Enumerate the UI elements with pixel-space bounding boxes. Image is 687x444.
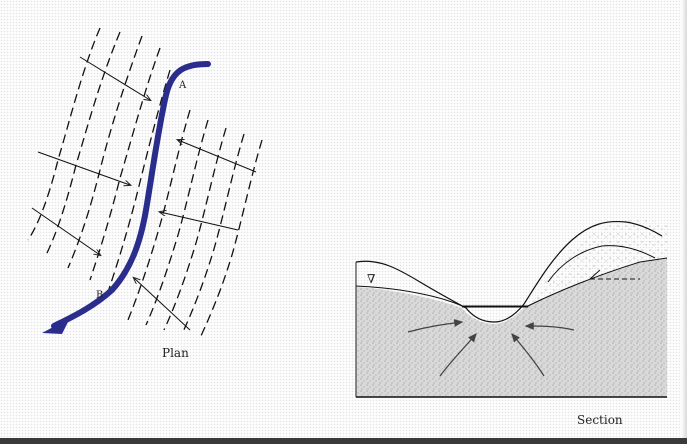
water-table-tick — [589, 269, 601, 280]
page-edge-shadow — [681, 0, 687, 438]
section-flow-arrows — [407, 319, 575, 377]
hill-outline — [547, 245, 656, 283]
page-bottom-border — [0, 438, 687, 444]
plan-label: Plan — [162, 346, 189, 360]
stream-channel — [51, 61, 211, 329]
unsaturated-zone-right — [530, 220, 667, 305]
flow-arrows-left — [31, 56, 150, 255]
section-label: Section — [577, 413, 623, 427]
point-a-label: A — [179, 80, 187, 91]
saturated-zone — [356, 258, 667, 397]
ground-surface — [355, 220, 663, 323]
water-table-line — [355, 257, 668, 307]
plan-view — [27, 27, 263, 339]
section-view — [355, 220, 668, 398]
contour-lines-left — [27, 27, 171, 293]
water-table-symbol: ∇ — [367, 272, 376, 286]
point-b-label: B — [96, 290, 104, 301]
stream-arrowhead — [42, 318, 70, 334]
contour-lines-right — [127, 109, 263, 339]
flow-arrows-right — [134, 140, 257, 331]
